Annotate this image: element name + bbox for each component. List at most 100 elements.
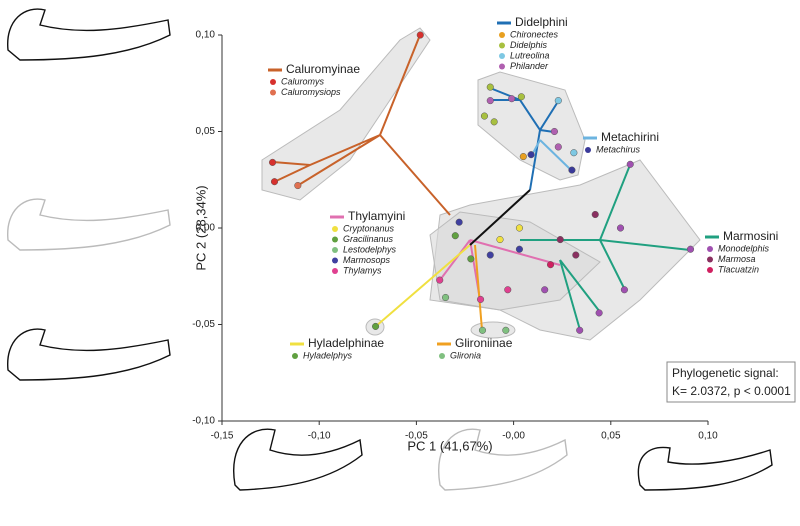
legend-label: Tlacuatzin (718, 264, 759, 274)
legend-label: Philander (510, 61, 549, 71)
point (486, 97, 494, 105)
y-tick-label: -0,05 (192, 319, 215, 330)
legend-label: Thylamys (343, 265, 382, 275)
legend-dot (707, 246, 713, 252)
x-axis-label: PC 1 (41,67%) (407, 438, 492, 453)
legend-label: Caluromysiops (281, 87, 341, 97)
annotation: K= 2.0372, p < 0.0001 (672, 384, 791, 398)
point (451, 232, 459, 240)
legend-dot (707, 256, 713, 263)
point (527, 151, 535, 159)
legend-label: Monodelphis (718, 243, 770, 253)
hull (429, 211, 601, 311)
x-tick-label: 0,05 (601, 431, 621, 442)
point (620, 286, 628, 294)
point (486, 251, 494, 259)
y-axis-label: PC 2 (28,34%) (193, 185, 208, 270)
legend-swatch (290, 342, 304, 346)
mandible (233, 428, 363, 491)
point (515, 245, 523, 253)
point (490, 118, 498, 126)
legend-title: Caluromyinae (286, 62, 360, 76)
legend-label: Caluromys (281, 76, 325, 86)
annotation: Phylogenetic signal: (672, 366, 779, 380)
point (568, 166, 576, 174)
legend-dot (332, 226, 338, 232)
point (519, 153, 527, 161)
point (442, 293, 450, 302)
branch (469, 189, 531, 246)
legend-dot (707, 267, 713, 273)
point (591, 210, 599, 219)
point (478, 326, 487, 334)
point (550, 127, 558, 136)
legend-dot (585, 147, 591, 153)
legend-dot (499, 63, 505, 70)
point (436, 276, 444, 284)
point (504, 286, 512, 294)
point (570, 149, 578, 157)
legend-swatch (583, 136, 597, 140)
point (268, 158, 277, 166)
legend-dot (332, 247, 338, 253)
legend-dot (270, 89, 276, 96)
legend-dot (439, 353, 445, 359)
point (294, 181, 302, 190)
legend-label: Lestodelphys (343, 244, 397, 254)
legend-label: Didelphis (510, 40, 548, 50)
y-tick-label: -0,10 (192, 416, 215, 427)
legend-label: Marmosa (718, 254, 756, 264)
legend-swatch (497, 21, 511, 25)
hull (261, 27, 431, 201)
point (455, 218, 463, 226)
point (576, 326, 584, 334)
legend-dot (499, 42, 505, 49)
legend-dot (270, 79, 276, 85)
y-tick-label: 0,05 (196, 126, 216, 137)
point (467, 255, 475, 263)
mandible (7, 328, 171, 381)
branch (489, 87, 560, 191)
mandible (637, 446, 773, 491)
x-tick-label: 0,10 (698, 431, 718, 442)
point (372, 322, 380, 330)
legend-title: Thylamyini (348, 209, 405, 223)
point (541, 286, 549, 294)
mandibles (7, 8, 773, 491)
legend-dot (499, 32, 505, 38)
branch (474, 244, 483, 331)
y-tick-label: 0,10 (196, 30, 216, 41)
point (686, 245, 695, 253)
mandible (7, 198, 171, 251)
point (626, 160, 634, 168)
branch (374, 244, 471, 328)
legend-label: Glironia (450, 350, 481, 360)
legend-label: Gracilinanus (343, 234, 394, 244)
point (595, 309, 603, 317)
point (515, 224, 523, 232)
legend-swatch (437, 342, 451, 346)
legend-label: Chironectes (510, 29, 559, 39)
point (502, 326, 510, 334)
legend-dot (332, 257, 338, 264)
point (554, 143, 562, 151)
branches (272, 34, 691, 331)
x-tick-label: -0,15 (211, 431, 234, 442)
legend-swatch (330, 215, 344, 219)
x-tick-label: -0,05 (405, 431, 428, 442)
x-tick-label: -0,00 (502, 431, 525, 442)
point (416, 31, 424, 39)
legend-dot (332, 268, 338, 274)
legend-swatch (268, 68, 282, 72)
legend-label: Cryptonanus (343, 223, 395, 233)
legend-label: Hyladelphys (303, 350, 353, 360)
point (477, 295, 485, 303)
point (556, 236, 564, 244)
legend-label: Lutreolina (510, 50, 550, 60)
legend-title: Metachirini (601, 130, 659, 144)
legend-title: Didelphini (515, 15, 568, 29)
point (486, 83, 494, 91)
point (496, 236, 504, 244)
point (546, 261, 555, 269)
